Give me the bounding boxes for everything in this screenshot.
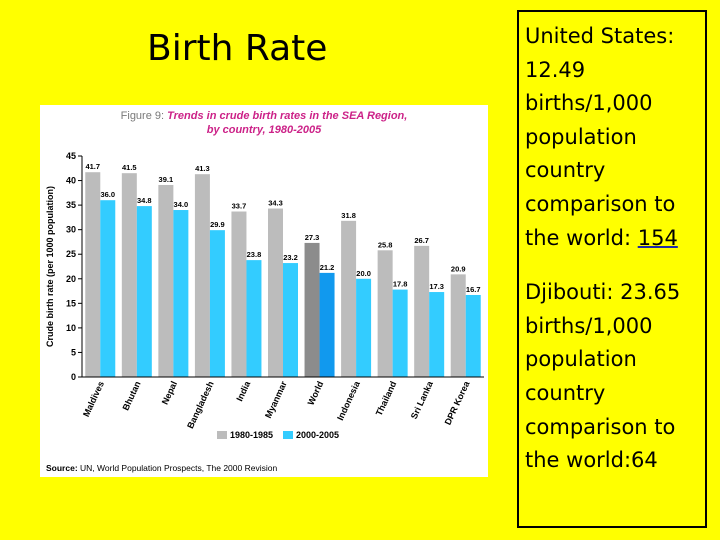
x-tick-label: Thailand — [374, 380, 399, 418]
x-tick-label: Maldives — [81, 380, 106, 419]
fact-text: Djibouti: 23.65 births/1,000 population … — [525, 280, 681, 473]
bar-2000-2005-nepal — [173, 210, 189, 377]
bar-1980-1985-maldives — [85, 172, 101, 377]
data-label: 34.3 — [268, 199, 283, 208]
bar-1980-1985-bangladesh — [194, 174, 210, 377]
legend-label: 2000-2005 — [296, 430, 339, 440]
data-label: 41.5 — [122, 163, 137, 172]
bar-2000-2005-thailand — [392, 289, 408, 377]
chart-source: Source: UN, World Population Prospects, … — [46, 463, 277, 473]
bar-2000-2005-indonesia — [356, 278, 372, 377]
x-tick-label: DPR Korea — [443, 379, 472, 427]
bar-1980-1985-indonesia — [341, 220, 357, 377]
legend-swatch — [217, 431, 227, 439]
data-label: 21.2 — [320, 263, 335, 272]
bar-1980-1985-thailand — [377, 250, 393, 377]
bar-2000-2005-india — [246, 260, 262, 377]
data-label: 27.3 — [305, 233, 320, 242]
fact-djibouti: Djibouti: 23.65 births/1,000 population … — [525, 276, 699, 478]
bar-1980-1985-dpr-korea — [450, 274, 466, 377]
rank-link[interactable]: 154 — [637, 225, 678, 250]
facts-box: United States: 12.49 births/1,000 popula… — [517, 10, 707, 528]
data-label: 25.8 — [378, 240, 393, 249]
y-tick-label: 45 — [66, 151, 76, 161]
data-label: 17.3 — [429, 282, 444, 291]
slide-title: Birth Rate — [147, 28, 328, 69]
data-label: 23.2 — [283, 253, 298, 262]
x-tick-label: Indonesia — [335, 379, 362, 422]
bar-2000-2005-maldives — [100, 200, 116, 377]
data-label: 39.1 — [159, 175, 174, 184]
bar-1980-1985-nepal — [158, 184, 174, 377]
data-label: 41.3 — [195, 164, 210, 173]
x-tick-label: Bhutan — [120, 380, 142, 412]
bar-2000-2005-world — [319, 272, 335, 377]
bar-1980-1985-myanmar — [268, 208, 283, 377]
y-tick-label: 40 — [66, 176, 76, 186]
legend-label: 1980-1985 — [230, 430, 273, 440]
data-label: 20.0 — [356, 269, 371, 278]
data-label: 36.0 — [100, 190, 115, 199]
birth-rate-chart: Figure 9: Trends in crude birth rates in… — [45, 110, 484, 473]
y-tick-label: 35 — [66, 200, 76, 210]
y-tick-label: 0 — [71, 372, 76, 382]
source-label: Source: — [46, 463, 80, 473]
bar-2000-2005-dpr-korea — [465, 294, 481, 377]
bar-2000-2005-bhutan — [136, 206, 152, 377]
x-tick-label: Sri Lanka — [409, 379, 436, 421]
y-tick-label: 25 — [66, 249, 76, 259]
bar-2000-2005-myanmar — [283, 263, 298, 377]
x-tick-label: Myanmar — [263, 379, 289, 419]
data-label: 26.7 — [414, 236, 429, 245]
x-tick-label: Nepal — [160, 380, 179, 406]
figure-label: Figure 9: — [121, 110, 167, 122]
data-label: 23.8 — [247, 250, 262, 259]
bar-chart-figure: Figure 9: Trends in crude birth rates in… — [40, 105, 488, 477]
data-label: 29.9 — [210, 220, 225, 229]
data-label: 16.7 — [466, 285, 481, 294]
rank-value: 64 — [631, 448, 658, 473]
x-tick-label: World — [306, 380, 326, 407]
chart-title: Figure 9: Trends in crude birth rates in… — [121, 110, 408, 122]
y-tick-label: 30 — [66, 225, 76, 235]
chart-title-line2: by country, 1980-2005 — [207, 124, 322, 136]
data-label: 31.8 — [341, 211, 356, 220]
bar-2000-2005-sri-lanka — [429, 292, 445, 377]
data-label: 41.7 — [85, 162, 100, 171]
bar-1980-1985-sri-lanka — [414, 245, 430, 377]
data-label: 20.9 — [451, 264, 466, 273]
y-tick-label: 20 — [66, 274, 76, 284]
bar-2000-2005-bangladesh — [209, 230, 225, 377]
y-tick-label: 5 — [71, 347, 76, 357]
y-axis-label: Crude birth rate (per 1000 population) — [45, 186, 55, 347]
data-label: 34.8 — [137, 196, 152, 205]
source-text: UN, World Population Prospects, The 2000… — [80, 463, 277, 473]
data-label: 34.0 — [174, 200, 189, 209]
data-label: 17.8 — [393, 280, 408, 289]
y-tick-label: 15 — [66, 298, 76, 308]
fact-text: United States: 12.49 births/1,000 popula… — [525, 24, 676, 250]
fact-united-states: United States: 12.49 births/1,000 popula… — [525, 20, 699, 255]
x-tick-label: India — [234, 379, 252, 403]
y-tick-label: 10 — [66, 323, 76, 333]
x-tick-label: Bangladesh — [185, 380, 216, 430]
bar-1980-1985-bhutan — [121, 173, 137, 377]
bar-1980-1985-world — [304, 242, 320, 377]
chart-title-line1: Trends in crude birth rates in the SEA R… — [167, 110, 407, 122]
data-label: 33.7 — [232, 201, 247, 210]
legend-swatch — [283, 431, 293, 439]
bar-1980-1985-india — [231, 211, 247, 377]
